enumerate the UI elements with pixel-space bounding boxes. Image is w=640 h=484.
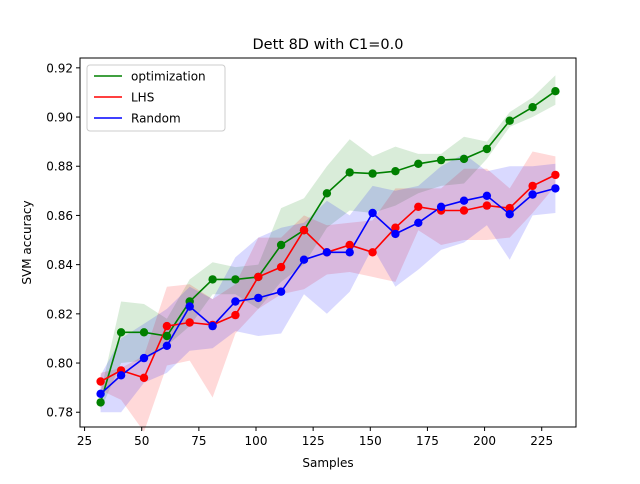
y-axis-label: SVM accuracy xyxy=(20,200,34,284)
x-tick-label: 125 xyxy=(302,434,325,448)
random-point xyxy=(436,202,446,211)
lhs-point xyxy=(299,226,309,235)
optimization-point xyxy=(162,331,172,341)
legend: optimization LHS Random xyxy=(86,64,226,132)
y-axis: 0.78 0.80 0.82 0.84 0.86 0.88 0.90 0.92 xyxy=(46,61,80,420)
random-point xyxy=(368,208,377,218)
legend-box xyxy=(86,64,226,132)
optimization-point xyxy=(436,155,446,165)
optimization-point xyxy=(459,154,469,164)
random-point xyxy=(254,293,263,303)
random-point xyxy=(391,229,400,239)
random-point xyxy=(299,255,309,264)
optimization-point xyxy=(208,275,217,284)
chart-title: Dett 8D with C1=0.0 xyxy=(253,37,404,53)
lhs-point xyxy=(459,206,469,215)
lhs-point xyxy=(139,373,149,382)
lhs-band xyxy=(100,151,556,432)
optimization-point xyxy=(505,116,514,125)
optimization-point xyxy=(528,103,537,112)
random-point xyxy=(459,196,469,205)
lhs-point xyxy=(185,318,194,327)
lhs-point xyxy=(345,240,354,250)
plot-frame xyxy=(79,57,577,428)
optimization-point xyxy=(368,169,377,178)
optimization-point xyxy=(414,159,423,168)
y-tick-label: 0.82 xyxy=(46,307,73,321)
lhs-point xyxy=(254,272,263,282)
lhs-point xyxy=(368,248,377,257)
random-point xyxy=(116,371,126,380)
lhs-point xyxy=(505,203,514,213)
random-point xyxy=(96,389,105,398)
y-tick-label: 0.92 xyxy=(46,61,73,75)
random-point xyxy=(528,190,537,199)
y-tick-label: 0.78 xyxy=(46,406,73,420)
optimization-point xyxy=(139,328,149,337)
x-axis: 25 50 75 100 125 150 175 200 225 xyxy=(77,427,553,448)
lhs-point xyxy=(231,310,240,320)
random-band xyxy=(100,153,556,413)
y-tick-label: 0.90 xyxy=(46,111,73,125)
lhs-point xyxy=(414,202,423,211)
random-point xyxy=(208,321,217,331)
random-point xyxy=(482,191,492,200)
random-point xyxy=(322,248,332,257)
lhs-point xyxy=(482,201,492,210)
lhs-point xyxy=(391,223,400,232)
x-axis-label: Samples xyxy=(302,456,353,470)
random-point xyxy=(505,210,514,219)
random-point xyxy=(185,302,194,311)
x-tick-label: 175 xyxy=(416,434,439,448)
optimization-point xyxy=(116,328,126,337)
optimization-point xyxy=(551,87,560,96)
optimization-point xyxy=(482,144,492,154)
lhs-point xyxy=(162,321,172,331)
random-point xyxy=(231,297,240,306)
random-point xyxy=(139,353,149,363)
legend-label-optimization: optimization xyxy=(131,70,206,84)
y-tick-label: 0.88 xyxy=(46,160,73,174)
y-tick-label: 0.80 xyxy=(46,357,73,371)
optimization-point xyxy=(96,398,105,407)
x-tick-label: 25 xyxy=(77,434,92,448)
random-point xyxy=(414,218,423,227)
legend-label-random: Random xyxy=(131,112,181,126)
x-tick-label: 75 xyxy=(191,434,206,448)
lhs-point xyxy=(528,181,537,191)
random-point xyxy=(551,184,560,193)
random-point xyxy=(162,341,172,350)
random-point xyxy=(345,248,354,257)
optimization-point xyxy=(276,240,286,250)
optimization-point xyxy=(391,167,400,176)
y-tick-label: 0.86 xyxy=(46,209,73,223)
lhs-point xyxy=(96,377,105,386)
x-tick-label: 150 xyxy=(359,434,382,448)
x-tick-label: 225 xyxy=(530,434,553,448)
x-tick-label: 50 xyxy=(134,434,149,448)
x-tick-label: 200 xyxy=(473,434,496,448)
x-tick-label: 100 xyxy=(245,434,268,448)
optimization-point xyxy=(322,189,332,198)
optimization-point xyxy=(231,275,240,284)
optimization-point xyxy=(345,168,354,177)
legend-label-lhs: LHS xyxy=(131,91,154,105)
lhs-point xyxy=(276,262,286,272)
lhs-point xyxy=(551,170,560,180)
series-markers xyxy=(96,87,560,407)
random-point xyxy=(276,287,286,296)
y-tick-label: 0.84 xyxy=(46,258,73,272)
